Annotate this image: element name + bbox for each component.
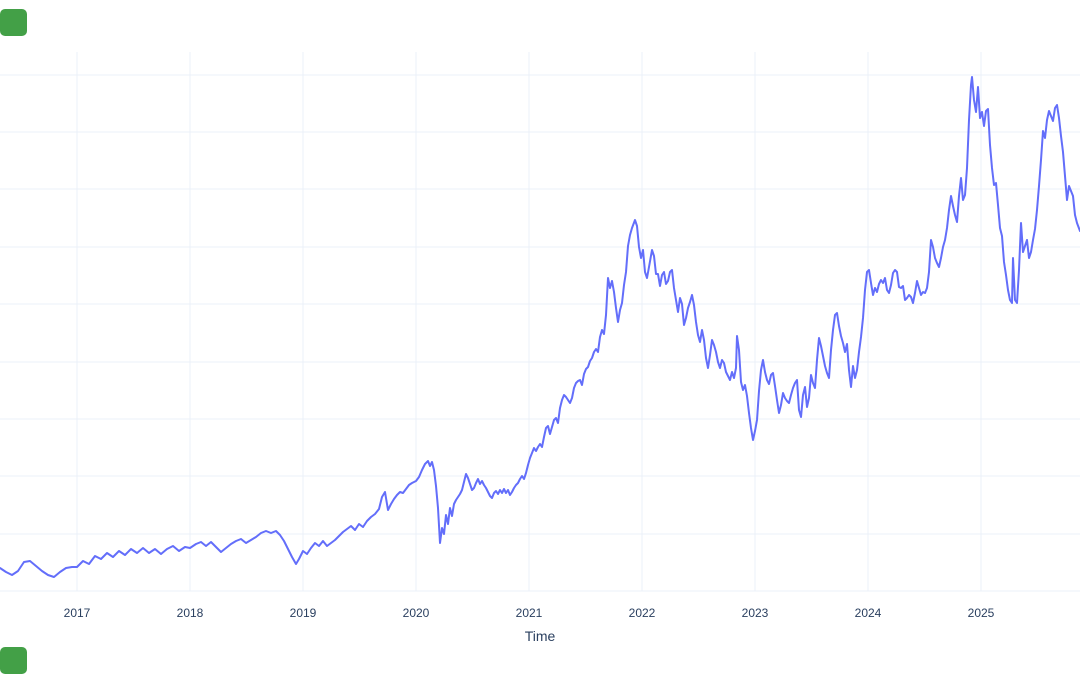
x-tick-label-2021: 2021 [516,606,543,620]
horizontal-gridlines [0,74,1080,592]
price-line-trace[interactable] [0,76,1080,578]
x-tick-label-2017: 2017 [64,606,91,620]
green-square-marker-top-left [0,9,27,36]
x-tick-label-2019: 2019 [290,606,317,620]
green-square-marker-bottom-left [0,647,27,674]
x-tick-label-2018: 2018 [177,606,204,620]
x-tick-label-2025: 2025 [968,606,995,620]
x-tick-label-2022: 2022 [629,606,656,620]
x-tick-label-2020: 2020 [403,606,430,620]
vertical-gridlines [76,52,982,591]
x-axis-tick-labels: 2017 2018 2019 2020 2021 2022 2023 2024 2025 [64,606,995,620]
x-tick-label-2023: 2023 [742,606,769,620]
x-tick-label-2024: 2024 [855,606,882,620]
x-axis-title: Time [525,628,556,644]
